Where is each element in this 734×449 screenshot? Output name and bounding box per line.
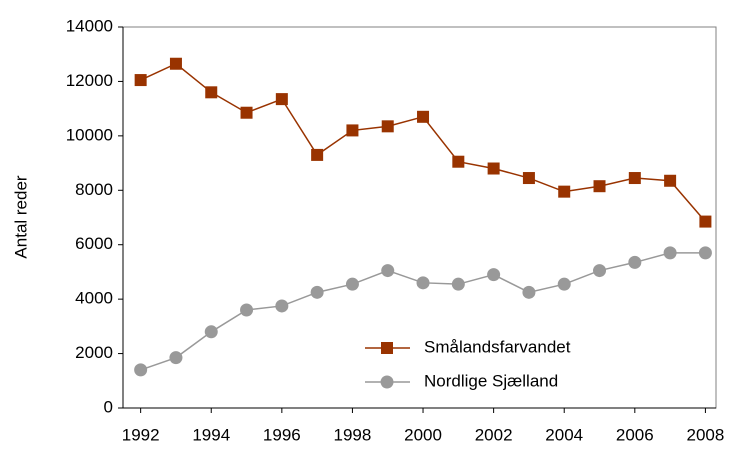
marker [310, 285, 324, 299]
y-tick-label: 10000 [66, 125, 113, 144]
marker [240, 303, 254, 317]
marker [522, 285, 536, 299]
x-tick-label: 2006 [616, 425, 654, 444]
y-tick-label: 2000 [75, 343, 113, 362]
marker [205, 86, 218, 99]
y-tick-label: 8000 [75, 180, 113, 199]
marker [380, 375, 394, 389]
marker [346, 124, 359, 137]
y-tick-label: 14000 [66, 16, 113, 35]
marker [664, 174, 677, 187]
marker [522, 172, 535, 185]
marker [593, 264, 607, 278]
marker [628, 255, 642, 269]
marker [593, 180, 606, 193]
marker [169, 57, 182, 70]
y-tick-label: 0 [104, 397, 113, 416]
marker [381, 342, 393, 354]
marker [416, 276, 430, 290]
y-tick-label: 12000 [66, 71, 113, 90]
marker [134, 363, 148, 377]
x-tick-label: 1992 [122, 425, 160, 444]
marker [275, 299, 289, 313]
plot-area [122, 26, 717, 409]
x-tick-label: 1996 [263, 425, 301, 444]
x-tick-label: 2004 [545, 425, 583, 444]
series-line [140, 62, 706, 223]
marker [275, 93, 288, 106]
marker [134, 74, 147, 87]
marker [487, 268, 501, 282]
x-tick-label: 2002 [475, 425, 513, 444]
x-tick-label: 2008 [686, 425, 724, 444]
marker [558, 185, 571, 198]
y-tick-label: 6000 [75, 234, 113, 253]
marker [663, 246, 677, 260]
marker [240, 106, 253, 119]
marker [311, 148, 324, 161]
y-tick-label: 4000 [75, 289, 113, 308]
marker [452, 155, 465, 168]
marker [381, 264, 395, 278]
x-tick-label: 1998 [334, 425, 372, 444]
marker [381, 120, 394, 133]
marker [699, 215, 712, 228]
legend-label: Smålandsfarvandet [424, 337, 571, 356]
marker [487, 162, 500, 175]
x-tick-label: 2000 [404, 425, 442, 444]
marker [451, 277, 465, 291]
marker [204, 325, 218, 339]
marker [169, 351, 183, 365]
marker [698, 246, 712, 260]
marker [628, 172, 641, 185]
marker [345, 277, 359, 291]
marker [557, 277, 571, 291]
legend-label: Nordlige Sjælland [424, 371, 558, 390]
y-axis-label: Antal reder [11, 175, 30, 258]
marker [417, 110, 430, 123]
x-tick-label: 1994 [192, 425, 230, 444]
